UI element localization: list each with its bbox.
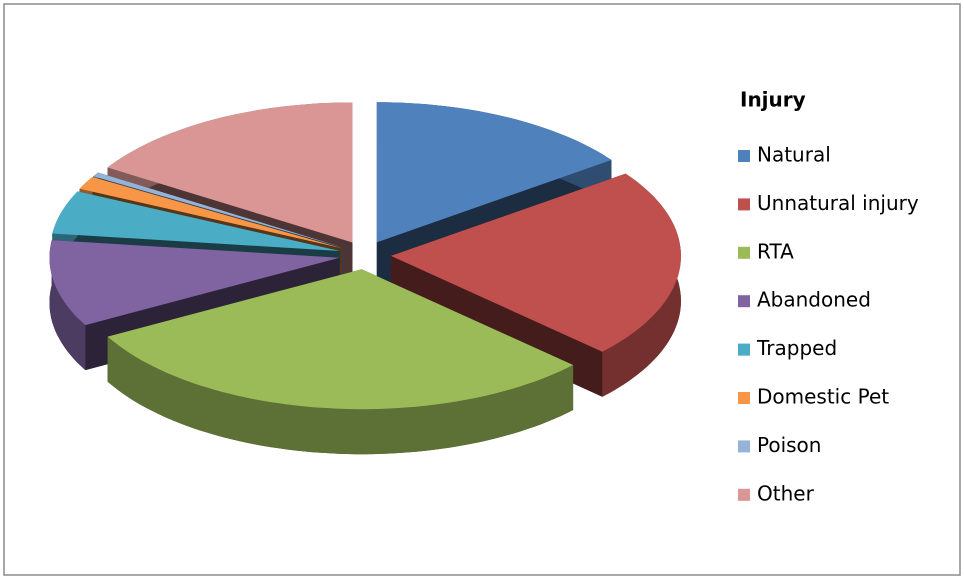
slice-top (376, 102, 612, 243)
legend-swatch (738, 150, 750, 162)
legend-swatch (738, 246, 750, 259)
slice-top (390, 173, 681, 352)
slice-top (93, 172, 343, 248)
legend-swatch (738, 392, 750, 404)
slice-top (52, 191, 341, 251)
slice-top (49, 240, 340, 326)
slice-side (107, 336, 574, 455)
slice-top (107, 102, 353, 243)
legend-label: Trapped (756, 336, 837, 360)
legend-label: Poison (757, 433, 821, 457)
legend-swatch (738, 440, 750, 453)
legend-swatch (738, 295, 750, 308)
slice-top (79, 177, 342, 249)
legend-label: RTA (757, 239, 794, 263)
legend-label: Abandoned (757, 288, 871, 312)
slice (107, 269, 574, 455)
legend-title: Injury (740, 88, 806, 112)
legend-swatch (738, 198, 750, 211)
legend-label: Other (757, 481, 815, 505)
legend-label: Unnatural injury (757, 191, 919, 215)
slice-top (107, 269, 574, 410)
slice-side (49, 240, 86, 371)
legend-swatch (738, 488, 750, 501)
legend-label: Domestic Pet (757, 385, 889, 409)
legend-label: Natural (757, 143, 831, 167)
legend-swatch (738, 343, 750, 356)
